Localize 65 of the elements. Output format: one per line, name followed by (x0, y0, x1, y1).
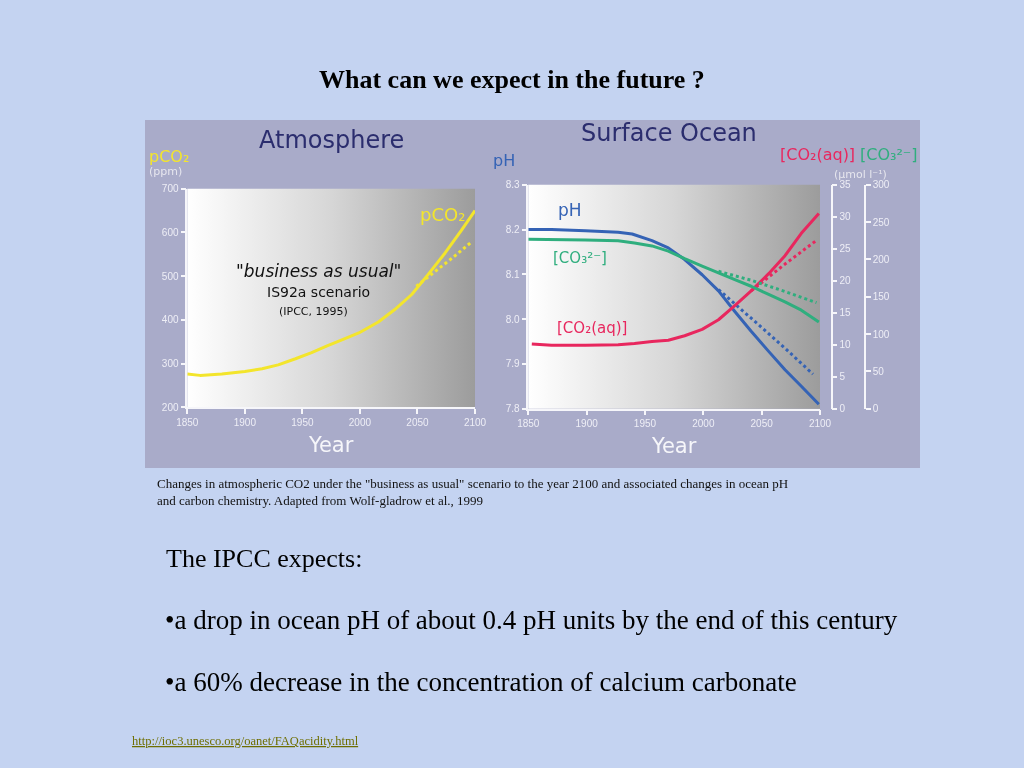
y3-tick-label: 150 (872, 291, 890, 303)
y2-axis-title: [CO₂(aq)] (780, 145, 856, 164)
y3-tick-label: 300 (872, 179, 890, 191)
y2-tick-label: 25 (839, 243, 852, 255)
series-label: pCO₂ (420, 204, 466, 225)
y3-tick-label: 0 (872, 403, 879, 415)
line-series (187, 209, 475, 377)
text: •a 60% decrease in the concentration of calcium carbonate (165, 667, 797, 697)
y2-tick-label: 10 (839, 339, 852, 351)
y2-tick-label: 15 (839, 307, 852, 319)
x-tick-label: 2100 (463, 417, 487, 429)
y-tick-label: 8.2 (505, 224, 520, 235)
annotation: IS92a scenario (267, 284, 371, 300)
y3-tick-label: 50 (872, 365, 885, 377)
text: •a drop in ocean pH of about 0.4 pH units by the end of this century (165, 605, 898, 635)
x-axis-title: Year (307, 432, 354, 457)
y3-tick-label: 200 (872, 253, 890, 265)
y3-tick-label: 100 (872, 328, 890, 340)
y3-tick-label: 250 (872, 216, 890, 228)
chart-title: Surface Ocean (581, 119, 757, 147)
y3-axis-title: [CO₃²⁻] (860, 145, 918, 164)
y-tick-label: 7.8 (505, 403, 520, 415)
y-tick-label: 7.9 (505, 358, 520, 370)
y-tick-label: 700 (161, 183, 179, 195)
text: The IPCC expects: (166, 544, 363, 573)
y-tick-label: 8.1 (505, 268, 520, 280)
text: Changes in atmospheric CO2 under the "business as usual" scenario to the year 2100 and associated changes in ocean pH and carbon chemistry. Adapted from Wolf-gladrow et al., 1999 (157, 476, 789, 508)
text: http://ioc3.unesco.org/oanet/FAQacidity.html (132, 734, 359, 748)
y2-tick-label: 20 (839, 275, 852, 287)
x-tick-label: 1850 (176, 417, 199, 429)
x-tick-label: 2050 (406, 417, 430, 429)
annotation: "business as usual" (236, 261, 402, 281)
x-axis-title: Year (650, 434, 697, 459)
x-tick-label: 1950 (633, 418, 657, 430)
text: What can we expect in the future ? (319, 65, 705, 94)
x-tick-label: 1850 (517, 418, 540, 430)
y-tick-label: 500 (161, 270, 179, 282)
x-tick-label: 2050 (750, 418, 774, 430)
line-series (414, 241, 472, 288)
y2-tick-label: 35 (839, 179, 852, 191)
x-tick-label: 2100 (808, 418, 832, 430)
annotation: (IPCC, 1995) (279, 305, 348, 318)
line-series (716, 288, 815, 376)
series-label: [CO₂(aq)] (557, 319, 628, 337)
y-axis-title: pH (493, 151, 516, 170)
x-tick-label: 2000 (348, 417, 372, 429)
x-tick-label: 1950 (291, 417, 314, 429)
y-tick-label: 300 (161, 358, 179, 370)
series-label: pH (558, 200, 582, 220)
line-series (528, 228, 820, 406)
x-tick-label: 2000 (692, 418, 715, 430)
y-tick-label: 8.0 (505, 313, 520, 325)
x-tick-label: 1900 (233, 417, 257, 429)
series-label: [CO₃²⁻] (553, 249, 607, 267)
y-tick-label: 400 (161, 314, 179, 326)
y-tick-label: 200 (161, 401, 179, 413)
y2-tick-label: 30 (839, 211, 852, 223)
y-axis-title: pCO₂ (ppm) (149, 147, 190, 178)
y-tick-label: 8.3 (505, 179, 520, 191)
y2-tick-label: 5 (839, 371, 846, 383)
y-tick-label: 600 (161, 226, 179, 238)
chart-title: Atmosphere (259, 126, 405, 154)
x-tick-label: 1900 (575, 418, 599, 430)
y2-tick-label: 0 (839, 403, 846, 415)
text: (µmol l⁻¹) (834, 168, 887, 181)
